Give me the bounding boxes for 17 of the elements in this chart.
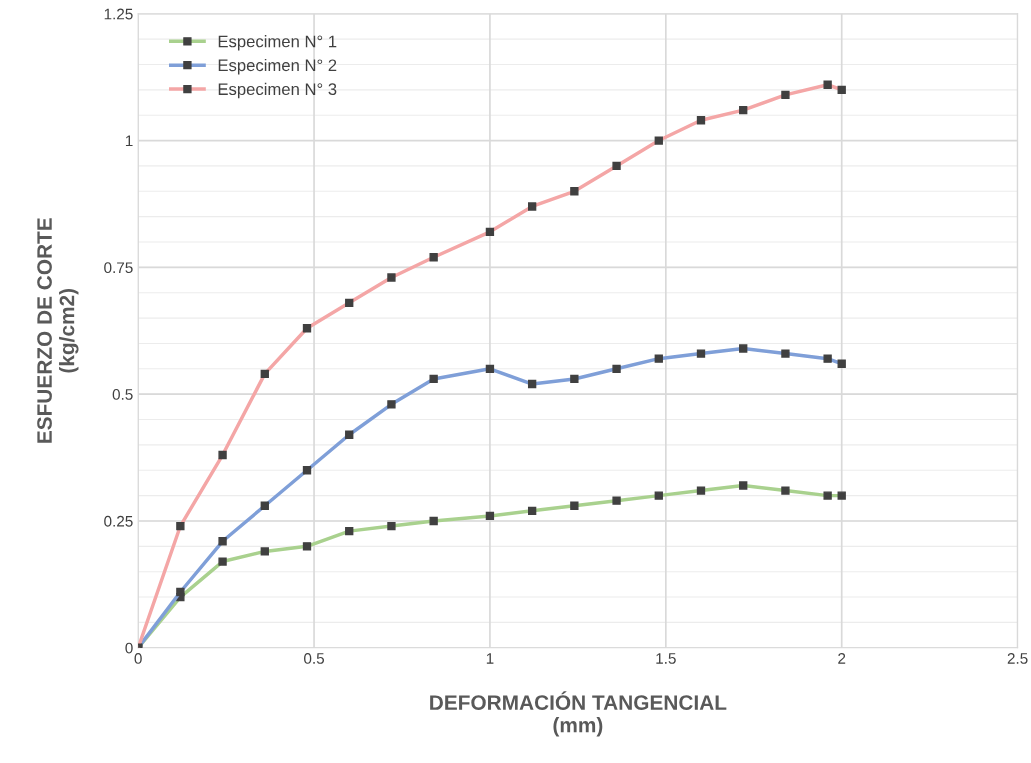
x-tick-label: 0.5 — [304, 653, 325, 664]
legend-label: Especimen N° 3 — [218, 82, 337, 99]
y-tick-label: 1 — [125, 135, 133, 147]
x-tick-label: 2.5 — [1007, 653, 1028, 664]
y-tick-label: 0.5 — [112, 389, 133, 400]
y-tick-label: 0.25 — [104, 515, 133, 527]
x-axis-title: DEFORMACIÓN TANGENCIAL (mm) — [430, 691, 727, 737]
x-tick-label: 1 — [486, 653, 494, 664]
x-tick-label: 0 — [134, 653, 142, 664]
y-tick-label: 0.75 — [104, 262, 133, 274]
y-axis-title: ESFUERZO DE CORTE (kg/cm2) — [37, 218, 79, 443]
x-tick-label: 1.5 — [656, 653, 676, 664]
y-tick-label: 1.25 — [104, 8, 133, 20]
y-tick-label: 0 — [125, 642, 133, 654]
x-tick-label: 2 — [838, 653, 846, 664]
legend-label: Especimen N° 1 — [218, 35, 337, 51]
legend-label: Especimen N° 2 — [218, 58, 337, 75]
